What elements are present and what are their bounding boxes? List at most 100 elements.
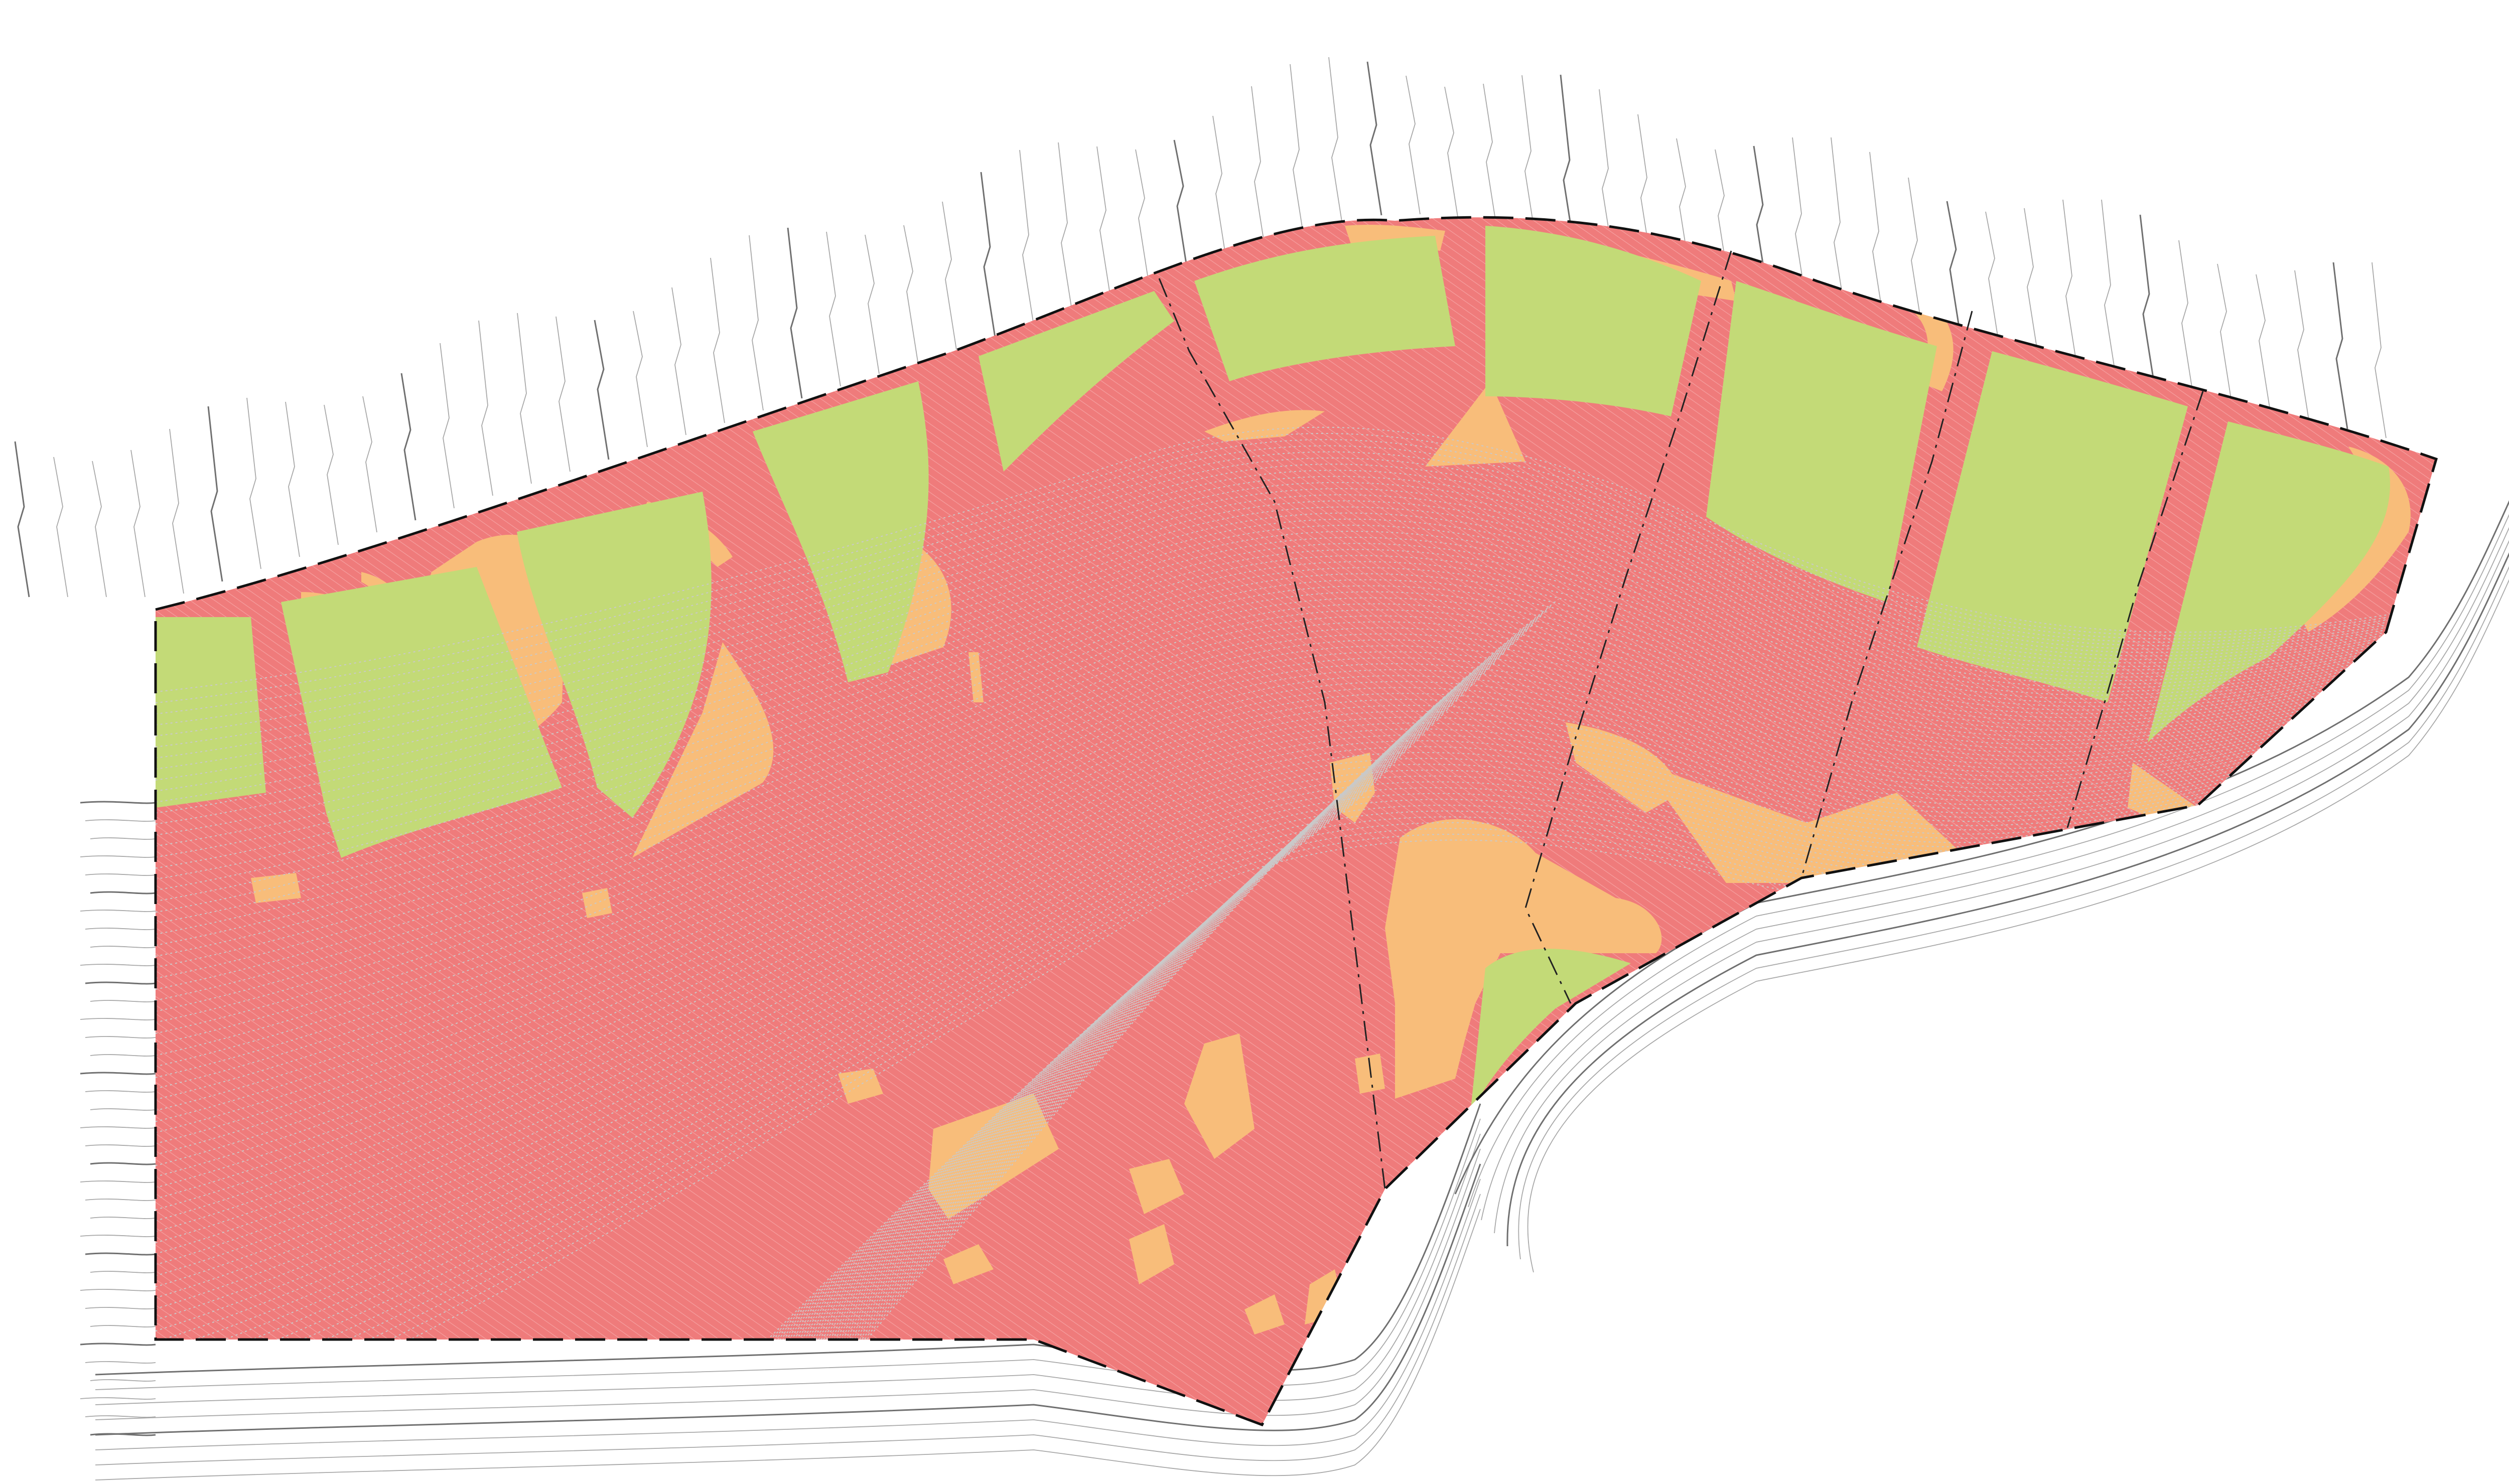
- contour-inside-bend: [786, 734, 1423, 1355]
- contour-inside: [156, 482, 2436, 792]
- contour-inside-bend: [765, 776, 1381, 1355]
- contour-outside-north: [787, 227, 803, 399]
- contour-outside-west: [85, 819, 156, 822]
- contour-outside-north: [362, 396, 377, 533]
- contour-outside-west: [80, 1180, 156, 1183]
- contour-outside-north: [1212, 115, 1227, 264]
- contour-outside-north: [1444, 86, 1459, 224]
- contour-outside-west: [85, 1199, 156, 1201]
- contour-outside-north: [2217, 263, 2232, 402]
- lot-2-gentle: [281, 567, 562, 858]
- contour-inside-bend: [833, 640, 1517, 1355]
- contour-outside-north: [555, 316, 571, 472]
- contour-outside-west: [85, 873, 156, 876]
- contour-outside-north: [1946, 201, 1962, 340]
- contour-outside-north: [246, 397, 261, 569]
- contour-inside-bend: [844, 620, 1538, 1355]
- contour-inside-bend: [825, 656, 1501, 1355]
- contour-outside-north: [903, 225, 918, 362]
- contour-outside-west: [80, 910, 156, 912]
- contour-outside-north: [710, 257, 725, 423]
- contour-outside-west: [85, 1307, 156, 1309]
- contour-outside-north: [2024, 208, 2039, 358]
- contour-inside: [156, 567, 2436, 947]
- contour-inside-bend: [846, 614, 1544, 1355]
- contour-outside-north: [1058, 142, 1073, 314]
- contour-outside-north: [2062, 199, 2077, 367]
- contour-outside-west: [90, 1379, 156, 1382]
- contour-outside-north: [2101, 199, 2116, 376]
- lot-line-1: [1158, 278, 1386, 1190]
- contour-outside-west: [80, 1126, 156, 1129]
- contour-outside-west: [90, 891, 156, 895]
- contour-outside-north: [1908, 177, 1923, 331]
- contour-inside: [156, 727, 2436, 1322]
- contour-inside-bend: [835, 635, 1522, 1355]
- contour-inside: [156, 432, 2436, 704]
- contour-inside: [156, 537, 2436, 892]
- contour-outside-east: [1506, 552, 2509, 1247]
- contour-inside: [156, 705, 2436, 1212]
- contour-inside: [156, 524, 2436, 869]
- contour-outside-north: [1366, 61, 1382, 216]
- contour-outside-west: [90, 1054, 156, 1057]
- contour-inside: [156, 740, 2436, 1388]
- contour-outside-north: [633, 311, 648, 448]
- contour-inside: [156, 712, 2436, 1245]
- contour-outside-west: [80, 1018, 156, 1020]
- contour-outside-north: [826, 231, 841, 387]
- lot-lines: [1158, 250, 2204, 1190]
- lot-8-gentle: [1706, 281, 1937, 602]
- contour-inside: [156, 464, 2436, 759]
- contour-inside-bend: [794, 718, 1439, 1355]
- contour-outside-west: [85, 981, 156, 985]
- lot-3-gentle: [517, 492, 712, 818]
- contour-outside-west: [90, 1108, 156, 1111]
- contour-inside: [156, 663, 2436, 1123]
- contour-outside-north: [14, 441, 30, 598]
- contour-outside-west: [80, 855, 156, 858]
- contour-outside-west: [80, 1343, 156, 1346]
- contour-inside: [156, 707, 2436, 1223]
- contour-inside: [156, 470, 2436, 770]
- lot-line-2: [1524, 250, 1732, 1004]
- contour-outside-east: [1454, 500, 2509, 1195]
- contour-inside: [156, 512, 2436, 847]
- contour-outside-north: [207, 406, 223, 582]
- lot-10-gentle: [2148, 421, 2390, 743]
- contour-inside: [156, 549, 2436, 914]
- contour-inside-bend: [799, 708, 1449, 1355]
- contour-inside: [156, 445, 2436, 726]
- contour-inside-bend: [849, 609, 1549, 1355]
- contour-outside-west: [90, 1000, 156, 1002]
- lot-6-gentle: [1194, 236, 1455, 381]
- lot-line-4: [2066, 391, 2204, 828]
- contour-outside-west: [85, 1252, 156, 1256]
- contour-inside-bend: [757, 792, 1366, 1355]
- contour-outside-north: [1792, 137, 1807, 305]
- contour-inside-bend: [760, 787, 1371, 1355]
- contour-outside-north: [130, 450, 146, 598]
- contour-inside: [156, 675, 2436, 1145]
- contour-outside-north: [671, 287, 686, 435]
- contour-inside: [156, 714, 2436, 1256]
- contour-inside: [156, 597, 2436, 1002]
- contour-inside: [156, 531, 2436, 880]
- contour-outside-north: [980, 172, 996, 338]
- contour-outside-east: [1481, 527, 2509, 1221]
- contour-outside-south: [95, 1133, 1481, 1405]
- contour-outside-north: [1521, 75, 1537, 242]
- contour-outside-north: [1869, 152, 1884, 322]
- contour-inside: [156, 439, 2436, 715]
- contour-inside: [156, 669, 2436, 1134]
- contour-outside-north: [2178, 240, 2193, 394]
- contour-outside-north: [324, 404, 339, 545]
- contour-outside-east: [1527, 579, 2509, 1273]
- inside-contour-lines: [156, 426, 2436, 1425]
- contour-outside-north: [2139, 214, 2155, 385]
- contour-outside-north: [942, 201, 957, 350]
- contour-inside-bend: [804, 698, 1460, 1355]
- lot-line-3: [1800, 311, 1973, 878]
- contour-outside-north: [1096, 146, 1111, 301]
- contour-outside-south: [95, 1118, 1481, 1390]
